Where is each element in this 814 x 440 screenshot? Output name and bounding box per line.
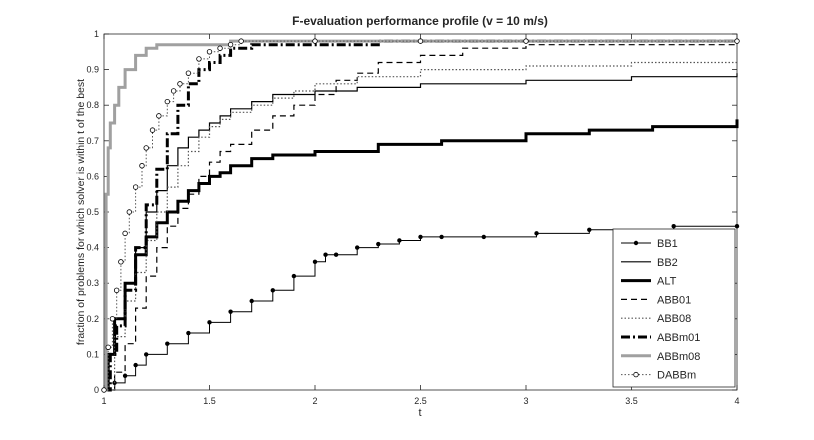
y-tick-label: 0.3 [86,278,99,288]
data-point [249,298,254,304]
y-tick-label: 0.9 [86,65,99,75]
data-point [312,38,318,44]
y-tick-label: 0.1 [86,349,99,359]
data-point [164,98,170,105]
data-point [165,341,170,346]
y-axis: 0 0.1 0.2 0.3 0.4 0.5 0.6 0.7 0.8 0.9 1 [86,29,737,395]
data-point [291,273,297,279]
data-point [418,234,423,240]
data-point [122,230,128,237]
data-point [376,241,381,247]
legend-label: BB2 [657,257,678,269]
data-point [109,316,116,322]
data-point [113,287,120,294]
data-point [734,38,740,44]
data-point [149,127,156,133]
legend-label: ABBm01 [657,332,700,344]
data-point [397,238,402,243]
data-point [333,252,339,257]
x-axis-label: t [418,407,421,419]
y-tick-label: 0.5 [86,207,99,217]
x-axis: 1 1.5 2 2.5 3 3.5 4 [101,34,740,406]
data-point [312,259,318,265]
x-tick-label: 2.5 [414,396,427,406]
series-abb08 [104,61,737,391]
y-tick-label: 0.6 [86,171,99,181]
series-line [104,39,737,392]
data-point [671,224,676,229]
series-alt [104,119,739,392]
chart-title: F-evaluation performance profile (v = 10… [292,14,548,28]
data-point [126,209,133,215]
data-point [186,330,191,336]
series-dabbm [101,38,740,393]
legend-label: ABBm08 [657,351,700,363]
series-abbm08 [104,39,737,392]
data-point [144,352,149,357]
data-point [217,45,223,51]
data-point [101,387,107,393]
data-point [133,362,138,368]
series-line [104,119,739,392]
legend-label: ABB01 [657,294,691,306]
legend-marker [633,371,639,378]
legend-label: ALT [657,276,677,288]
x-tick-label: 1.5 [203,396,216,406]
series-layer [101,38,740,393]
y-tick-label: 0 [94,385,99,395]
data-point [105,344,111,350]
data-point [170,88,177,94]
x-tick-label: 3 [523,396,528,406]
legend-box [612,228,736,388]
series-abb01 [104,44,737,391]
data-point [238,38,244,44]
series-abbm01 [104,39,737,392]
legend: BB1 BB2 ALT ABB01 ABB08 ABBm01 ABBm08 DABBm [612,228,736,388]
series-line [104,44,737,391]
series-line [104,61,737,391]
data-point [185,70,192,76]
data-point [323,252,328,257]
y-tick-label: 0.8 [86,100,99,110]
data-point [156,113,162,119]
legend-marker [633,240,639,246]
y-tick-label: 0.4 [86,243,99,253]
data-point [206,49,213,55]
data-point [481,234,486,240]
data-point [270,288,275,293]
series-line [104,39,737,392]
y-tick-label: 0.2 [86,314,99,324]
data-point [139,163,145,169]
series-line [104,40,737,391]
data-point [122,373,128,378]
data-point [227,41,234,48]
data-point [228,309,233,314]
data-point [534,231,539,236]
data-point [143,145,149,151]
y-tick-label: 0.7 [86,136,99,146]
data-point [417,38,424,44]
data-point [177,81,183,87]
y-tick-label: 1 [94,29,99,39]
data-point [207,320,212,325]
legend-label: ABB08 [657,313,691,325]
data-point [734,224,740,229]
data-point [587,227,592,232]
data-point [132,184,139,190]
x-tick-label: 2 [312,396,317,406]
data-point [196,56,202,62]
y-axis-label: fraction of problems for which solver is… [75,79,87,345]
x-tick-label: 3.5 [625,396,638,406]
x-tick-label: 1 [101,396,106,406]
legend-label: BB1 [657,238,678,250]
data-point [523,38,529,44]
series-bb1 [101,224,740,393]
data-point [118,259,124,265]
x-tick-label: 4 [734,396,739,406]
data-point [439,234,444,240]
data-point [355,245,360,250]
legend-label: DABBm [657,370,696,382]
